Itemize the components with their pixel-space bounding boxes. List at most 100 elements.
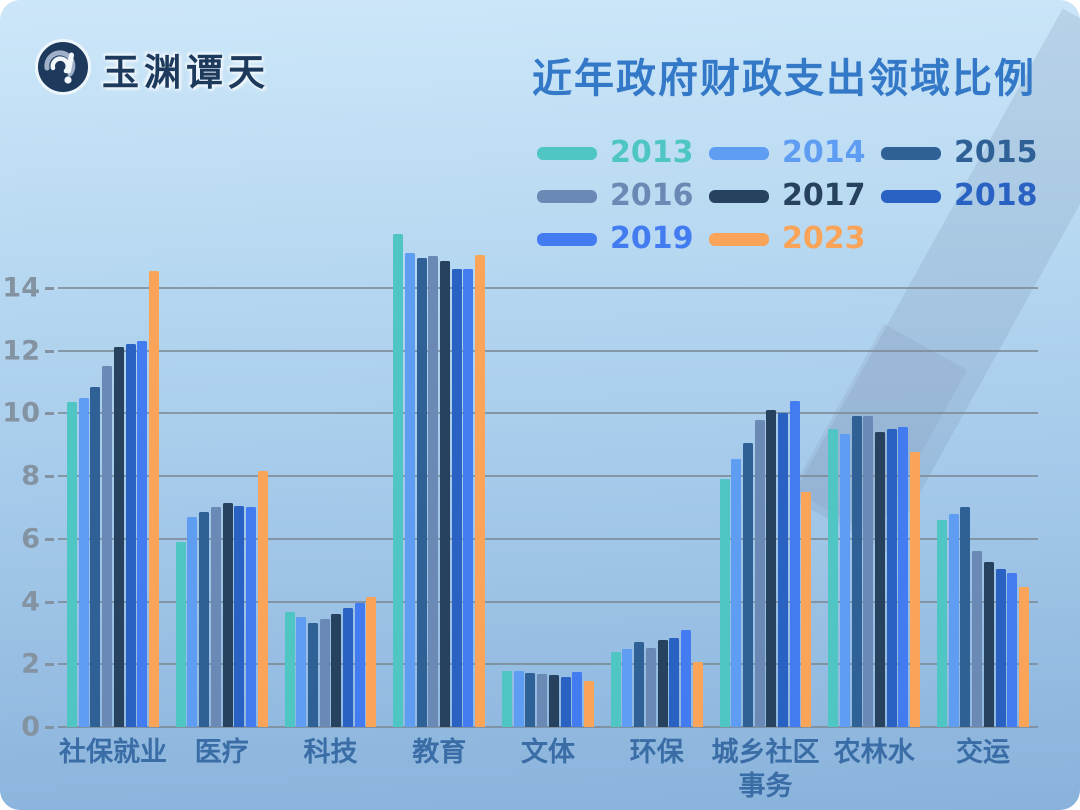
bar-2019 [680, 629, 691, 727]
y-tick-label: 14 [2, 272, 40, 304]
y-tick-label: 2 [21, 648, 40, 680]
bar-2015 [851, 416, 862, 727]
bar-2014 [513, 671, 524, 727]
chart-legend: 2013 2014 2015 2016 2017 2018 2019 2023 [537, 136, 1053, 256]
gridline [58, 412, 1038, 415]
bar-2019 [354, 603, 365, 727]
bar-2019 [789, 400, 800, 727]
bar-2017 [331, 614, 342, 727]
plot-area: 0 2 4 6 8 10 12 14 社保就业 医疗 科技 教育 文体 环保 城乡社区事务 农林水 交运 [2, 225, 1038, 802]
bar-2017 [983, 562, 994, 727]
legend-label: 2017 [782, 178, 866, 213]
bar-2015 [416, 257, 427, 727]
legend-item-2019: 2019 [537, 222, 709, 256]
legend-item-2017: 2017 [709, 179, 881, 213]
category-label: 交运 [956, 737, 1010, 768]
category-label: 环保 [629, 737, 684, 768]
bar-2016 [210, 507, 221, 727]
bar-2014 [948, 513, 959, 727]
bar-group: 科技 [284, 225, 377, 768]
legend-label: 2014 [782, 135, 866, 170]
bar-2013 [284, 612, 295, 727]
bar-2018 [669, 637, 680, 727]
category-label: 社保就业 [59, 737, 167, 768]
bar-2023 [366, 596, 377, 727]
bar-2013 [175, 541, 186, 727]
bar-2015 [742, 443, 753, 727]
wave-exclamation-circle-icon [34, 38, 92, 100]
category-label: 医疗 [194, 737, 249, 768]
legend-swatch [537, 232, 597, 246]
bar-2016 [972, 551, 983, 727]
bar-2016 [319, 618, 330, 727]
category-label: 教育 [412, 737, 467, 768]
bar-group: 教育 [393, 225, 486, 768]
legend-item-2023: 2023 [709, 222, 881, 256]
gridline [58, 475, 1038, 477]
bar-2016 [102, 366, 113, 727]
bar-2023 [583, 680, 594, 727]
y-tick-label: 0 [21, 711, 40, 743]
bar-2019 [245, 507, 256, 727]
bar-2014 [187, 516, 198, 727]
legend-swatch [709, 189, 769, 203]
y-axis-tick [45, 537, 54, 541]
bar-2019 [572, 672, 583, 727]
bar-2016 [754, 419, 765, 727]
bar-2017 [657, 640, 668, 727]
legend-swatch [881, 189, 941, 203]
category-label: 科技 [303, 737, 358, 768]
y-axis-tick [45, 349, 54, 353]
y-tick-label: 6 [21, 523, 40, 555]
gridline [58, 600, 1038, 603]
y-tick-label: 4 [21, 586, 40, 617]
legend-label: 2018 [954, 178, 1038, 213]
y-axis-tick [45, 726, 54, 729]
legend-item-2014: 2014 [709, 136, 881, 170]
legend-label: 2015 [954, 135, 1038, 170]
bar-2015 [307, 623, 318, 727]
bar-2015 [90, 386, 101, 727]
bar-2016 [537, 673, 548, 727]
bar-2018 [343, 607, 354, 727]
legend-swatch [881, 146, 941, 160]
bar-2019 [463, 268, 474, 727]
category-label: 文体 [521, 737, 575, 768]
bar-2014 [296, 617, 307, 727]
bar-group: 环保 [610, 225, 703, 768]
y-axis-tick [45, 412, 54, 416]
legend-swatch [537, 146, 597, 160]
legend-label: 2016 [610, 178, 694, 213]
y-axis-tick [45, 475, 54, 478]
bar-group: 文体 [502, 225, 594, 768]
bar-2015 [960, 507, 971, 727]
bar-2018 [560, 676, 571, 727]
brand-logo: 玉渊谭天 [34, 38, 270, 100]
y-tick-label: 12 [2, 335, 40, 366]
legend-item-2013: 2013 [537, 136, 709, 170]
bar-2019 [137, 341, 148, 727]
gridline [58, 349, 1038, 352]
bar-2013 [937, 519, 947, 727]
bar-group: 城乡社区事务 [712, 225, 820, 802]
category-label: 农林水 [833, 737, 915, 768]
y-tick-label: 8 [21, 460, 40, 492]
bar-2019 [898, 427, 909, 727]
bar-group: 交运 [937, 225, 1029, 768]
bar-2014 [731, 458, 742, 727]
bar-2023 [148, 270, 159, 727]
bar-2017 [222, 502, 233, 727]
bar-2015 [525, 673, 536, 727]
category-label: 城乡社区事务 [711, 737, 820, 802]
gridline [58, 537, 1038, 540]
bar-2013 [610, 651, 621, 727]
bar-2017 [113, 347, 124, 727]
bar-group: 医疗 [175, 225, 268, 768]
gridline [58, 726, 1038, 728]
legend-label: 2013 [610, 135, 694, 170]
bar-groups: 社保就业 医疗 科技 教育 文体 环保 城乡社区事务 农林水 交运 [58, 225, 1038, 802]
bar-2014 [839, 433, 850, 727]
bar-2018 [451, 268, 462, 727]
y-tick-label: 10 [2, 397, 40, 429]
